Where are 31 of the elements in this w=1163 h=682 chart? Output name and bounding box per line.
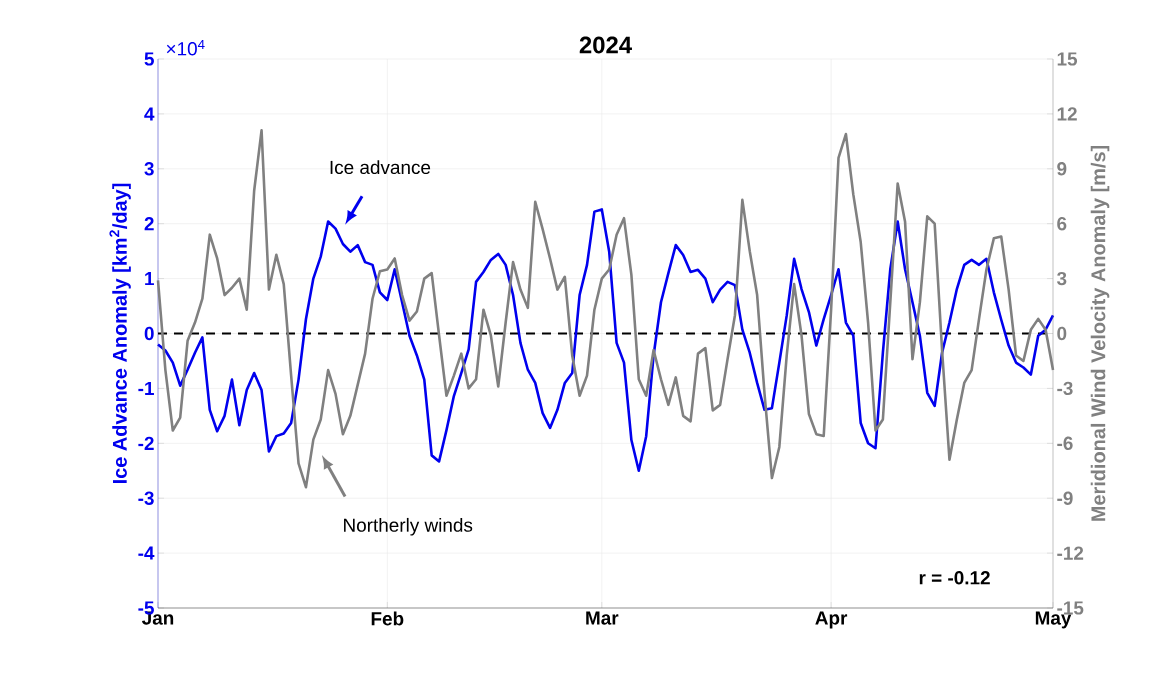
y-tick-label: -2 (138, 436, 154, 450)
line-series (156, 208, 1055, 473)
y2-tick-label: 3 (1056, 271, 1067, 286)
y-tick-label: 1 (145, 272, 154, 286)
y-tick-label: -3 (138, 491, 154, 505)
y2-tick-label: 0 (1057, 326, 1067, 341)
y-tick-label: 3 (144, 162, 154, 176)
y2-tick-label: -6 (1057, 436, 1073, 450)
x-tick-label: Feb (371, 611, 404, 626)
y2-axis-title: Meridional Wind Velocity Anomaly [m/s] (1090, 145, 1110, 521)
y2-tick-label: -3 (1057, 381, 1073, 396)
y2-tick-label: 9 (1057, 162, 1067, 176)
annotation: r = -0.12 (919, 571, 990, 585)
y-tick-label: 5 (144, 52, 154, 66)
y-tick-label: 2 (144, 217, 154, 231)
chart-title: 2024 (579, 36, 632, 54)
y2-tick-label: -9 (1057, 491, 1073, 505)
y-tick-label: 0 (144, 326, 154, 341)
x-tick-label: Apr (815, 611, 848, 629)
y2-tick-label: 6 (1057, 216, 1067, 231)
y2-tick-label: -12 (1057, 546, 1084, 560)
annotation: Ice advance (330, 160, 431, 175)
y-tick-label: -1 (138, 381, 154, 395)
y-tick-label: -4 (138, 546, 155, 560)
annotation: Northerly winds (344, 517, 473, 536)
y2-tick-label: 12 (1057, 107, 1077, 121)
x-tick-label: Mar (586, 611, 619, 625)
text: ×10$^{4}$ (166, 39, 205, 56)
y-tick-label: 4 (144, 107, 155, 121)
y-axis-title: Ice Advance Anomaly [km$^{2}$/day] (109, 183, 131, 484)
y2-tick-label: 15 (1057, 52, 1078, 66)
